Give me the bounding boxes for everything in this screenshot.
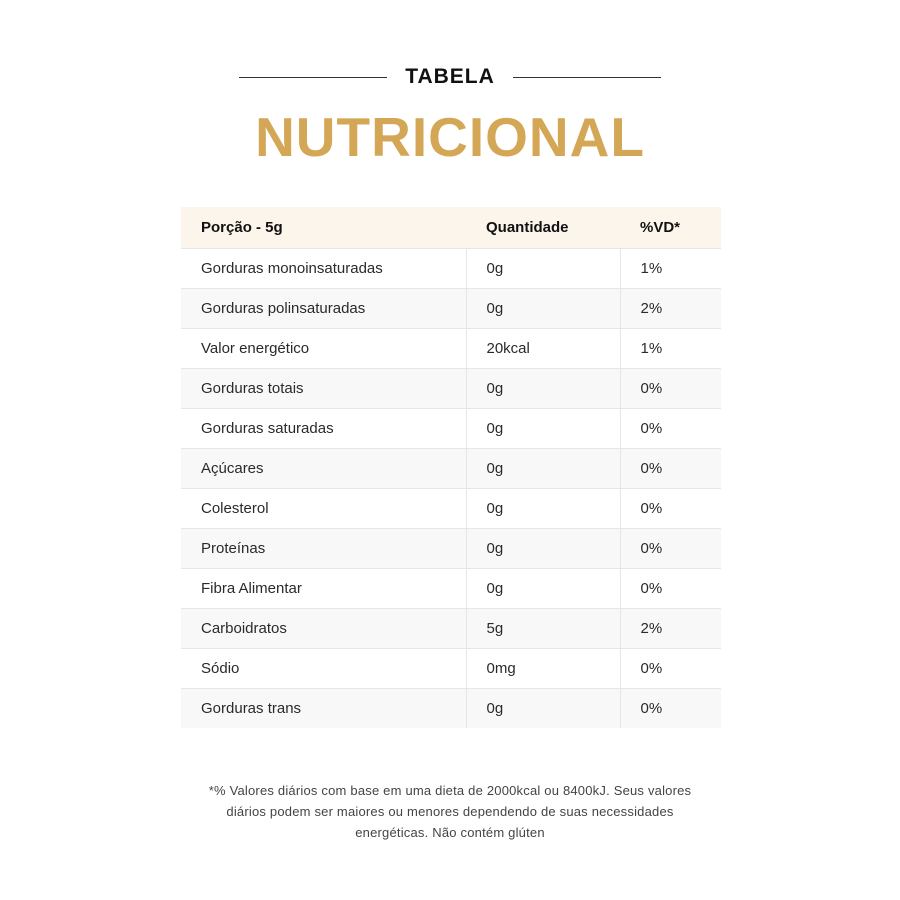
nutrient-quantity: 0g (465, 247, 620, 288)
nutrient-quantity: 0g (465, 687, 620, 728)
nutrient-name: Fibra Alimentar (181, 567, 466, 608)
nutrient-name: Valor energético (181, 327, 466, 368)
nutrient-daily-value: 0% (619, 647, 721, 688)
nutrient-daily-value: 0% (619, 407, 721, 448)
nutrient-quantity: 0g (465, 447, 620, 488)
nutrient-quantity: 0g (465, 407, 620, 448)
nutrient-quantity: 5g (465, 607, 620, 648)
nutrient-daily-value: 0% (619, 687, 721, 728)
nutrient-daily-value: 2% (619, 607, 721, 648)
nutrient-quantity: 0g (465, 287, 620, 328)
nutrient-name: Carboidratos (181, 607, 466, 648)
table-row: Colesterol 0g 0% (181, 487, 721, 528)
nutrient-name: Gorduras monoinsaturadas (181, 247, 466, 288)
nutrient-name: Colesterol (181, 487, 466, 528)
nutrient-name: Gorduras trans (181, 687, 466, 728)
title-small: TABELA (405, 65, 495, 88)
table-row: Gorduras polinsaturadas 0g 2% (181, 287, 721, 328)
table-body: Gorduras monoinsaturadas 0g 1% Gorduras pol… (181, 247, 721, 728)
nutrition-table: Porção - 5g Quantidade %VD* Gorduras mon… (181, 207, 721, 728)
nutrient-daily-value: 1% (619, 327, 721, 368)
table-row: Gorduras saturadas 0g 0% (181, 407, 721, 448)
title-divider-right (512, 76, 661, 78)
footnote-line: diários podem ser maiores ou menores dep… (226, 804, 674, 819)
header-portion: Porção - 5g (181, 207, 466, 248)
footnote-line: energéticas. Não contém glúten (355, 825, 545, 840)
nutrient-quantity: 20kcal (465, 327, 620, 368)
nutrient-name: Açúcares (181, 447, 466, 488)
table-row: Sódio 0mg 0% (181, 647, 721, 688)
table-row: Proteínas 0g 0% (181, 527, 721, 568)
nutrient-name: Proteínas (181, 527, 466, 568)
nutrient-daily-value: 0% (619, 567, 721, 608)
table-row: Fibra Alimentar 0g 0% (181, 567, 721, 608)
table-row: Gorduras monoinsaturadas 0g 1% (181, 247, 721, 288)
nutrient-daily-value: 2% (619, 287, 721, 328)
footnote: *% Valores diários com base em uma dieta… (190, 780, 710, 843)
table-row: Gorduras totais 0g 0% (181, 367, 721, 408)
table-header-row: Porção - 5g Quantidade %VD* (181, 207, 721, 248)
table-row: Carboidratos 5g 2% (181, 607, 721, 648)
nutrient-name: Gorduras totais (181, 367, 466, 408)
header-daily-value: %VD* (620, 207, 721, 248)
table-row: Açúcares 0g 0% (181, 447, 721, 488)
nutrient-quantity: 0mg (465, 647, 620, 688)
footnote-line: *% Valores diários com base em uma dieta… (208, 783, 692, 798)
nutrient-daily-value: 0% (619, 367, 721, 408)
nutrient-daily-value: 1% (619, 247, 721, 288)
nutrient-quantity: 0g (465, 527, 620, 568)
title-main: NUTRICIONAL (255, 106, 645, 168)
nutrient-daily-value: 0% (619, 487, 721, 528)
nutrient-quantity: 0g (465, 487, 620, 528)
table-row: Valor energético 20kcal 1% (181, 327, 721, 368)
nutrient-daily-value: 0% (619, 447, 721, 488)
nutrient-daily-value: 0% (619, 527, 721, 568)
nutrient-quantity: 0g (465, 567, 620, 608)
title-row: TABELA (0, 62, 900, 92)
nutrient-name: Gorduras saturadas (181, 407, 466, 448)
title-divider-left (239, 76, 388, 78)
table-row: Gorduras trans 0g 0% (181, 687, 721, 728)
nutrient-quantity: 0g (465, 367, 620, 408)
nutrient-name: Sódio (181, 647, 466, 688)
nutrient-name: Gorduras polinsaturadas (181, 287, 466, 328)
header-quantity: Quantidade (466, 207, 620, 248)
